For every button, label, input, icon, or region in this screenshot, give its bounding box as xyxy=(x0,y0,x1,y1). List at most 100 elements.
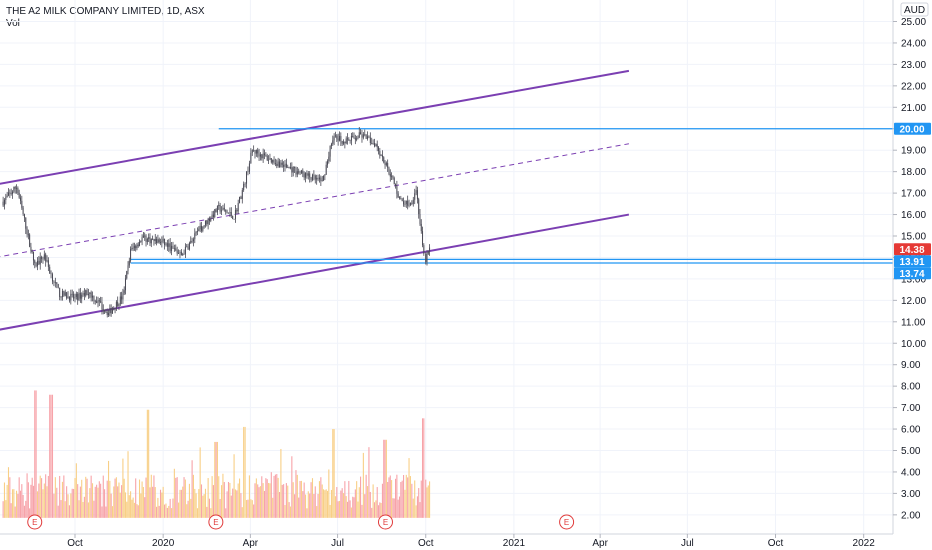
candle-body xyxy=(32,251,34,261)
candle-body xyxy=(389,173,391,177)
volume-bar xyxy=(17,493,19,518)
candle-body xyxy=(39,257,41,265)
candle-body xyxy=(269,158,271,160)
candle-body xyxy=(303,173,305,178)
volume-bar xyxy=(43,483,45,518)
volume-bar xyxy=(21,484,23,518)
price-tick-label: 18.00 xyxy=(901,167,926,178)
channel-line-upper[interactable] xyxy=(0,69,630,185)
candle-body xyxy=(236,210,238,212)
candle-body xyxy=(332,140,334,144)
candle-body xyxy=(330,143,332,147)
candle-body xyxy=(145,235,147,242)
candle-body xyxy=(234,210,236,219)
volume-bar xyxy=(313,494,315,518)
volume-bar xyxy=(156,506,158,518)
candle-body xyxy=(87,293,89,296)
volume-bar xyxy=(307,491,309,518)
earnings-label: E xyxy=(383,518,388,527)
time-axis[interactable]: Oct 2020 Apr Jul Oct 2021 Apr Jul Oct 2022 xyxy=(67,534,875,549)
volume-bar xyxy=(270,472,272,518)
price-tick-label: 15.00 xyxy=(901,232,926,243)
volume-bar xyxy=(89,488,91,518)
price-tag[interactable]: 13.91 xyxy=(894,255,931,268)
candle-body xyxy=(12,191,14,194)
candle-body xyxy=(302,170,304,174)
volume-bar xyxy=(283,484,285,518)
time-tick-label: Apr xyxy=(592,538,608,549)
candle-body xyxy=(367,136,369,139)
time-tick-label: Jul xyxy=(681,538,694,549)
volume-bar xyxy=(206,506,208,518)
candle-body xyxy=(25,217,27,229)
volume-bar xyxy=(317,493,319,518)
volume-bar xyxy=(128,495,130,518)
candle-body xyxy=(119,296,121,305)
volume-bar xyxy=(354,489,356,518)
earnings-marker[interactable]: E xyxy=(27,514,43,530)
channel-line-middle[interactable] xyxy=(0,143,629,258)
candle-body xyxy=(225,209,227,212)
candle-body xyxy=(259,154,261,157)
currency-badge[interactable]: AUD xyxy=(900,2,929,17)
volume-bar xyxy=(113,486,115,518)
volume-bar xyxy=(329,504,331,518)
time-tick-label: 2022 xyxy=(853,538,876,549)
volume-bar xyxy=(158,505,160,518)
candle-body xyxy=(42,258,44,260)
volume-bar xyxy=(353,497,355,518)
volume-bar xyxy=(192,474,194,518)
volume-bar xyxy=(344,481,346,518)
candle-body xyxy=(239,196,241,204)
volume-bar xyxy=(3,482,6,518)
volume-bar xyxy=(36,491,39,518)
candle-body xyxy=(207,218,209,225)
volume-bar xyxy=(22,494,24,518)
candle-body xyxy=(334,135,336,137)
earnings-marker[interactable]: E xyxy=(559,514,575,530)
candle-body xyxy=(337,138,339,141)
volume-bar xyxy=(362,452,364,518)
earnings-marker[interactable]: E xyxy=(208,514,224,530)
volume-bar xyxy=(384,439,386,518)
candle-body xyxy=(343,141,345,144)
volume-bar xyxy=(414,480,416,518)
candle-body xyxy=(311,174,313,180)
price-tag[interactable]: 20.00 xyxy=(894,122,931,136)
volume-bar xyxy=(342,493,345,518)
price-tag-label: 14.38 xyxy=(899,245,924,256)
candle-body xyxy=(277,161,279,166)
candle-body xyxy=(358,132,360,138)
price-tick-label: 17.00 xyxy=(901,189,926,200)
candle-body xyxy=(191,240,193,242)
candle-body xyxy=(408,204,410,206)
channel-line-lower[interactable] xyxy=(0,213,630,331)
earnings-marker[interactable]: E xyxy=(377,514,393,530)
volume-bar xyxy=(268,482,270,518)
volume-bar xyxy=(265,478,267,518)
volume-bar xyxy=(169,498,171,518)
volume-bar xyxy=(352,496,354,518)
volume-bar xyxy=(196,508,199,518)
candle-body xyxy=(316,177,318,180)
volume-bar xyxy=(381,483,383,518)
volume-bar xyxy=(126,501,128,518)
volume-bar xyxy=(114,478,116,518)
price-tag[interactable]: 14.38 xyxy=(894,243,931,256)
candle-body xyxy=(71,293,73,295)
candle-body xyxy=(323,175,325,181)
volume-bar xyxy=(236,490,238,518)
volume-bar xyxy=(426,487,428,518)
price-tag[interactable]: 13.74 xyxy=(894,267,931,280)
candle-body xyxy=(368,136,370,138)
price-tag-box xyxy=(894,267,931,280)
candle-body xyxy=(360,132,362,135)
candle-body xyxy=(204,220,206,226)
volume-bar xyxy=(373,502,376,518)
time-tick-label: 2021 xyxy=(503,538,526,549)
candle-body xyxy=(295,167,297,175)
volume-bar xyxy=(411,483,413,518)
candle-body xyxy=(59,287,61,298)
candle-body xyxy=(57,284,59,288)
